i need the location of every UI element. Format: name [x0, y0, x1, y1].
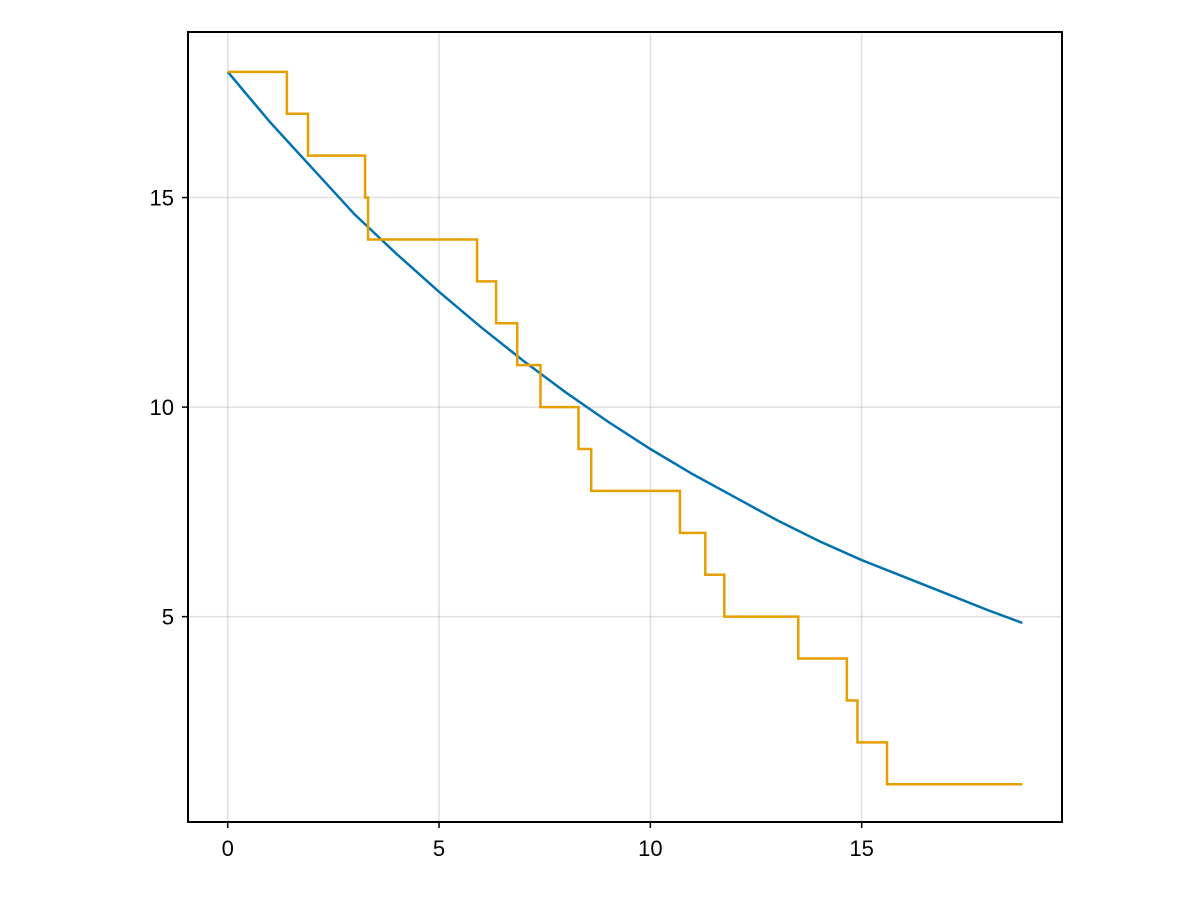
grid-layer	[188, 32, 1062, 822]
series-layer	[226, 70, 1023, 786]
series-1-line	[226, 71, 1023, 625]
tick-layer: 0 5 10 15 5 10 15	[150, 186, 874, 861]
y-tick-label: 15	[150, 186, 174, 211]
x-tick-label: 5	[433, 836, 445, 861]
y-tick-label: 5	[162, 605, 174, 630]
series-2-line	[227, 70, 1023, 786]
plot-frame	[187, 31, 1063, 823]
x-tick-label: 15	[849, 836, 873, 861]
y-tick-label: 10	[150, 395, 174, 420]
x-tick-label: 0	[222, 836, 234, 861]
x-tick-label: 10	[638, 836, 662, 861]
